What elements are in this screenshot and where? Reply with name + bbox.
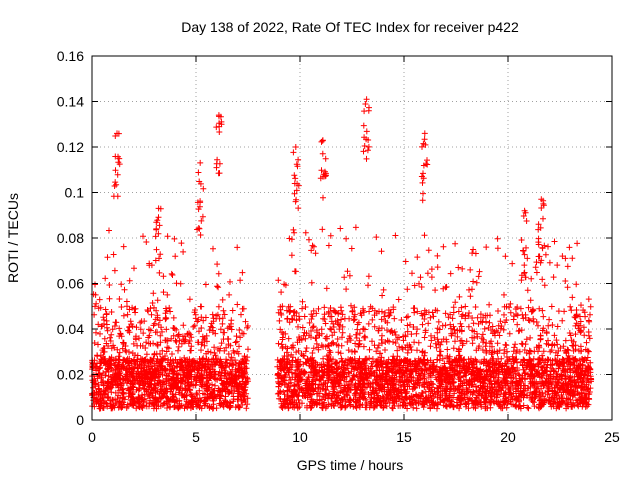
y-tick-label: 0.12 — [57, 139, 84, 155]
roti-marker-series — [89, 96, 595, 412]
axis-ticks: 0 5 10 15 20 25 0 0.02 0.04 0.06 0.08 0.1 0.12 0.14 0.… — [57, 48, 620, 445]
x-tick-label: 25 — [604, 429, 620, 445]
x-tick-label: 10 — [292, 429, 308, 445]
y-tick-label: 0.06 — [57, 276, 84, 292]
x-tick-label: 15 — [396, 429, 412, 445]
grid-lines — [92, 56, 612, 420]
y-tick-label: 0.16 — [57, 48, 84, 64]
y-tick-label: 0.04 — [57, 321, 84, 337]
x-tick-label: 0 — [88, 429, 96, 445]
y-axis-label: ROTI / TECUs — [5, 193, 21, 283]
x-axis-label: GPS time / hours — [297, 457, 404, 473]
chart-title: Day 138 of 2022, Rate Of TEC Index for r… — [181, 19, 519, 35]
x-tick-label: 5 — [192, 429, 200, 445]
y-tick-label: 0.14 — [57, 94, 84, 110]
y-tick-label: 0.1 — [65, 185, 85, 201]
y-tick-label: 0.02 — [57, 367, 84, 383]
data-points — [89, 96, 595, 412]
x-tick-label: 20 — [500, 429, 516, 445]
y-tick-label: 0 — [76, 412, 84, 428]
y-tick-label: 0.08 — [57, 230, 84, 246]
